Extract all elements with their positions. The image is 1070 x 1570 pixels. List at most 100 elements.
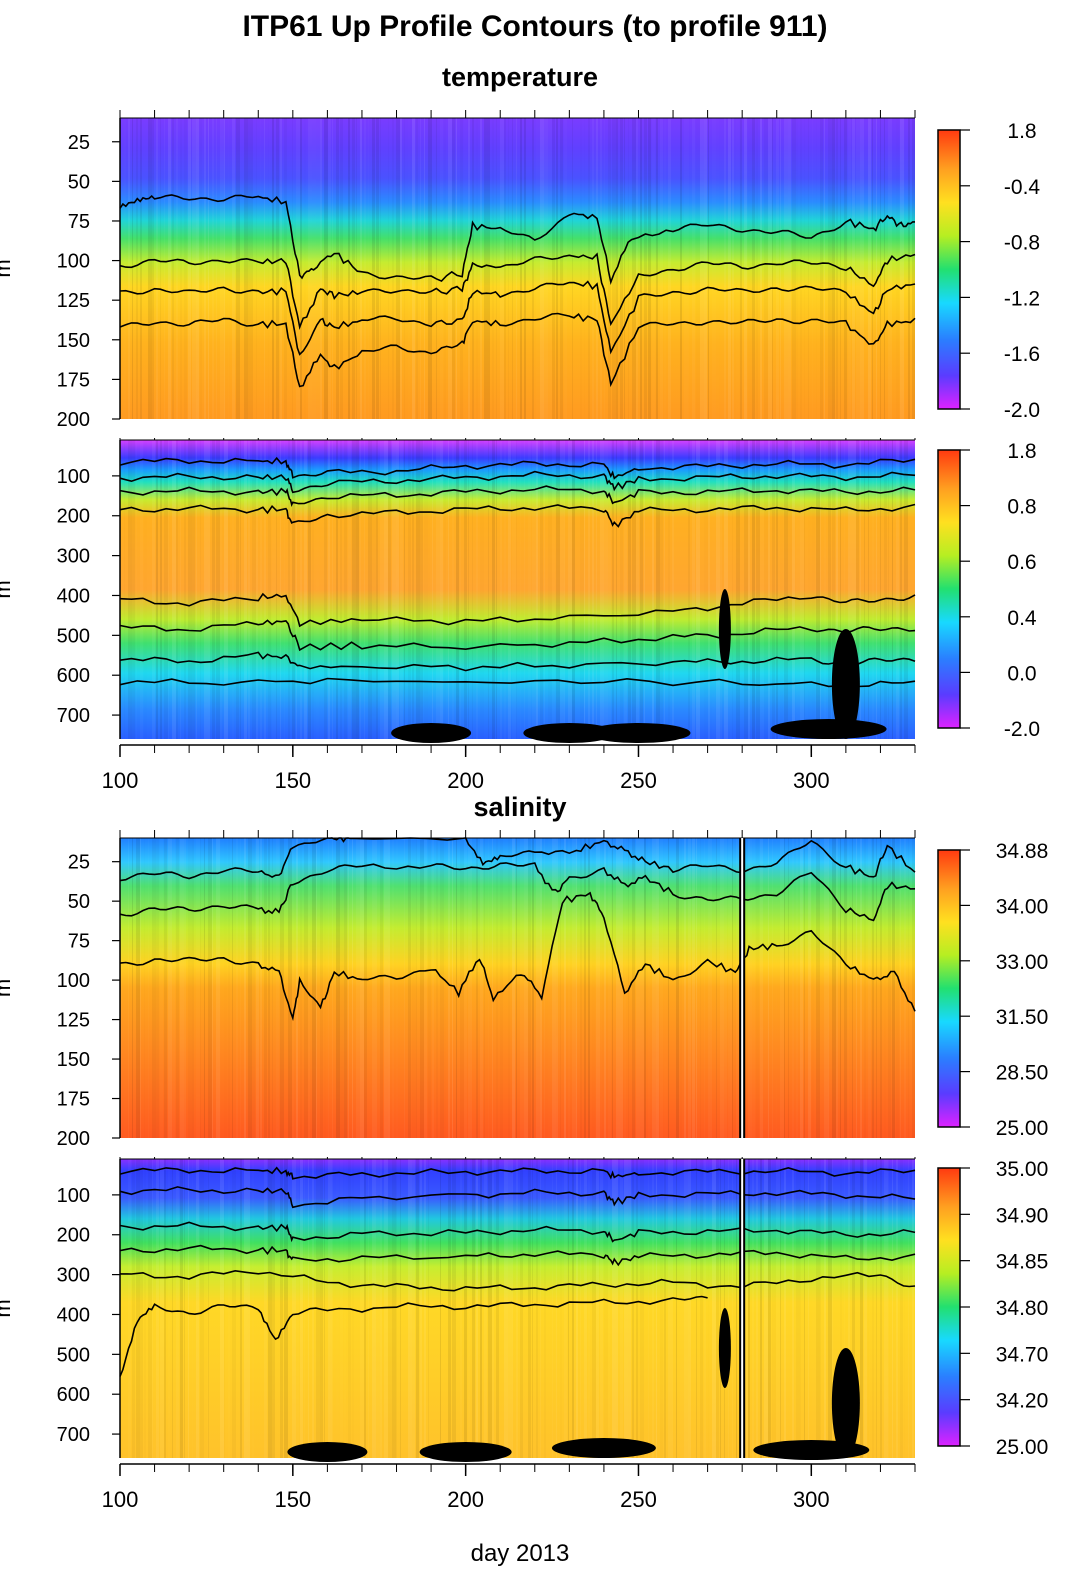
texture-stripe — [700, 838, 701, 1138]
texture-stripe — [296, 838, 298, 1138]
texture-stripe — [232, 1159, 236, 1458]
texture-stripe — [852, 118, 855, 419]
texture-stripe — [756, 118, 758, 419]
colorbar-label: -2.0 — [1004, 399, 1040, 422]
texture-stripe — [620, 118, 623, 419]
texture-stripe — [532, 838, 534, 1138]
texture-stripe — [156, 440, 158, 739]
texture-stripe — [756, 440, 760, 739]
colorbar-label: 0.4 — [1007, 607, 1037, 630]
texture-stripe — [820, 1159, 821, 1458]
texture-stripe — [564, 838, 566, 1138]
texture-stripe — [576, 1159, 578, 1458]
y-tick-label: 300 — [57, 1265, 90, 1287]
texture-stripe — [664, 1159, 666, 1458]
texture-stripe — [616, 838, 620, 1138]
texture-stripe — [704, 1159, 706, 1458]
texture-stripe — [740, 440, 744, 739]
texture-stripe — [632, 118, 636, 419]
texture-stripe — [736, 118, 739, 419]
texture-stripe — [420, 440, 423, 739]
texture-stripe — [612, 838, 613, 1138]
texture-stripe — [344, 838, 347, 1138]
texture-stripe — [868, 1159, 869, 1458]
texture-stripe — [572, 440, 575, 739]
texture-stripe — [240, 440, 241, 739]
colorbar-bar — [937, 449, 961, 729]
texture-stripe — [656, 440, 660, 739]
texture-stripe — [308, 440, 311, 739]
colorbar-label: 34.20 — [996, 1390, 1049, 1413]
y-tick-label: 175 — [57, 1089, 90, 1111]
texture-stripe — [648, 838, 650, 1138]
texture-stripe — [708, 440, 710, 739]
chart-title: ITP61 Up Profile Contours (to profile 91… — [242, 10, 828, 43]
texture-stripe — [480, 440, 484, 739]
x-tick-label: 150 — [274, 1487, 311, 1512]
texture-stripe — [188, 440, 192, 739]
texture-stripe — [888, 118, 892, 419]
colorbar-label: 0.6 — [1007, 551, 1036, 574]
texture-stripe — [204, 838, 205, 1138]
texture-stripe — [852, 838, 853, 1138]
texture-stripe — [152, 838, 156, 1138]
texture-stripe — [292, 440, 295, 739]
texture-stripe — [312, 440, 314, 739]
texture-stripe — [496, 1159, 499, 1458]
texture-stripe — [900, 440, 902, 739]
texture-stripe — [200, 1159, 204, 1458]
texture-stripe — [624, 118, 625, 419]
texture-stripe — [348, 118, 350, 419]
texture-stripe — [768, 1159, 771, 1458]
texture-stripe — [660, 440, 663, 739]
texture-stripe — [552, 118, 555, 419]
texture-stripe — [852, 1159, 855, 1458]
texture-stripe — [284, 838, 286, 1138]
texture-stripe — [720, 838, 724, 1138]
texture-stripe — [772, 118, 773, 419]
texture-stripe — [228, 838, 230, 1138]
texture-stripe — [124, 1159, 126, 1458]
colorbar-label: 1.8 — [1007, 120, 1036, 143]
texture-stripe — [336, 838, 340, 1138]
texture-stripe — [492, 118, 494, 419]
texture-stripe — [504, 1159, 508, 1458]
texture-stripe — [520, 440, 521, 739]
texture-stripe — [336, 118, 339, 419]
texture-stripe — [596, 1159, 599, 1458]
texture-stripe — [492, 838, 493, 1138]
missing-data-blob — [718, 589, 731, 669]
texture-stripe — [856, 838, 857, 1138]
texture-stripe — [640, 838, 644, 1138]
texture-stripe — [440, 1159, 441, 1458]
texture-stripe — [816, 1159, 820, 1458]
texture-stripe — [232, 118, 235, 419]
y-tick-label: 100 — [57, 466, 90, 488]
texture-stripe — [784, 118, 788, 419]
texture-stripe — [228, 1159, 230, 1458]
texture-stripe — [292, 838, 294, 1138]
texture-stripe — [448, 838, 450, 1138]
texture-stripe — [328, 1159, 332, 1458]
texture-stripe — [688, 440, 690, 739]
x-tick-label: 200 — [447, 768, 484, 793]
texture-stripe — [464, 118, 467, 419]
texture-stripe — [448, 118, 452, 419]
texture-stripe — [672, 838, 673, 1138]
texture-stripe — [596, 118, 598, 419]
texture-stripe — [532, 440, 536, 739]
texture-stripe — [396, 118, 400, 419]
texture-stripe — [368, 440, 372, 739]
y-tick-label: 400 — [57, 585, 90, 607]
texture-stripe — [596, 440, 597, 739]
texture-stripe — [656, 1159, 657, 1458]
texture-stripe — [380, 118, 381, 419]
texture-stripe — [352, 1159, 354, 1458]
texture-stripe — [452, 440, 454, 739]
texture-stripe — [140, 118, 142, 419]
y-tick-label: 125 — [57, 1010, 90, 1032]
texture-stripe — [436, 440, 440, 739]
colorbar-1: 1.8 -0.4 -0.8 -1.2 -1.6 -2.0 — [937, 120, 1040, 422]
texture-stripe — [696, 440, 700, 739]
texture-stripe — [484, 440, 486, 739]
